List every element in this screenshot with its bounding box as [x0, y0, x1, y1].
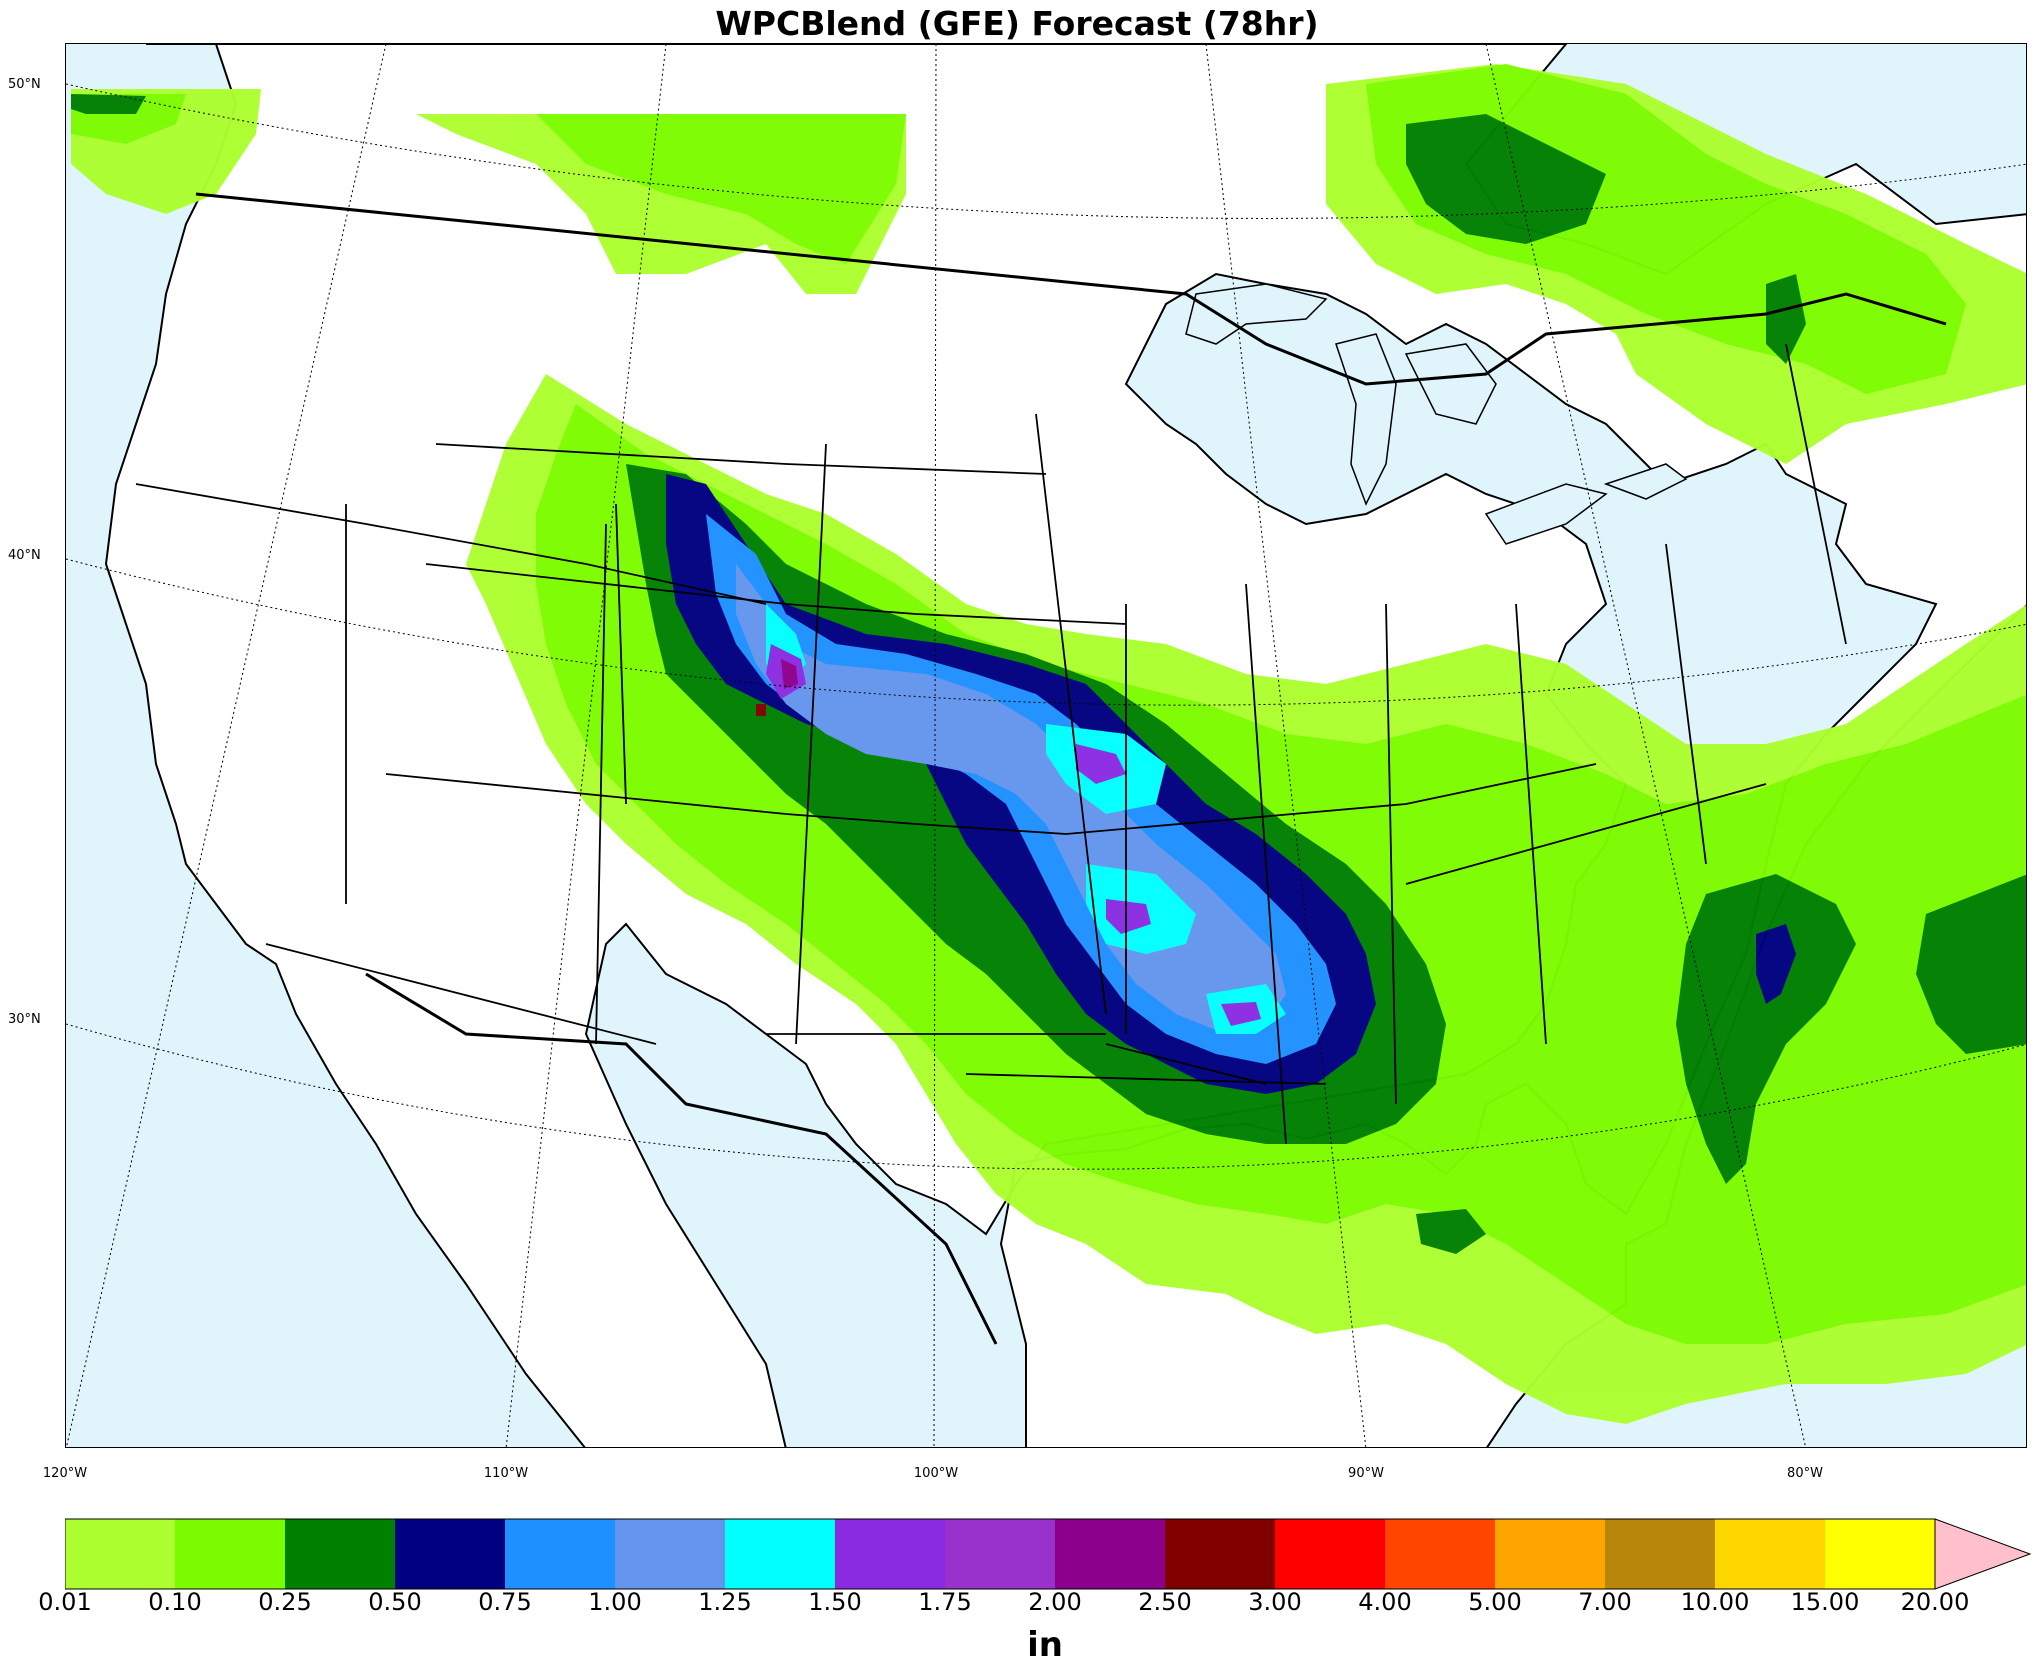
- colorbar-tick-label: 4.00: [1358, 1588, 1412, 1616]
- lon-label-80w: 80°W: [1787, 1466, 1823, 1481]
- colorbar-tick-label: 0.01: [38, 1588, 92, 1616]
- colorbar-segment: [1385, 1519, 1495, 1589]
- colorbar-segment: [835, 1519, 945, 1589]
- colorbar-tick-label: 10.00: [1680, 1588, 1750, 1616]
- lon-label-120w: 120°W: [42, 1466, 88, 1481]
- precip-contours: [71, 64, 2026, 1424]
- colorbar-segment: [1055, 1519, 1165, 1589]
- colorbar-extend-arrow: [1934, 1518, 2032, 1590]
- lat-label-50n: 50°N: [8, 77, 41, 92]
- map-canvas: [66, 44, 2026, 1447]
- colorbar-tick-label: 3.00: [1248, 1588, 1302, 1616]
- colorbar-tick-label: 1.25: [698, 1588, 752, 1616]
- colorbar-outline: [65, 1518, 1936, 1590]
- colorbar-tick-label: 5.00: [1468, 1588, 1522, 1616]
- precipitation-map: [65, 43, 2027, 1448]
- lat-label-30n: 30°N: [8, 1012, 41, 1027]
- lat-label-40n: 40°N: [8, 548, 41, 563]
- colorbar-segment: [285, 1519, 395, 1589]
- colorbar-tick-label: 0.50: [368, 1588, 422, 1616]
- colorbar-segment: [505, 1519, 615, 1589]
- colorbar-tick-label: 15.00: [1790, 1588, 1860, 1616]
- colorbar-tick-label: 0.10: [148, 1588, 202, 1616]
- colorbar-tick-label: 2.00: [1028, 1588, 1082, 1616]
- colorbar-segment: [945, 1519, 1055, 1589]
- state-borders: [135, 193, 1847, 1145]
- colorbar-segment: [395, 1519, 505, 1589]
- colorbar-segment: [1715, 1519, 1825, 1589]
- colorbar-segment: [175, 1519, 285, 1589]
- colorbar-segment: [1165, 1519, 1275, 1589]
- colorbar-segment: [1825, 1519, 1935, 1589]
- lon-label-90w: 90°W: [1348, 1466, 1384, 1481]
- colorbar-segment: [615, 1519, 725, 1589]
- graticule: [66, 44, 2026, 1447]
- colorbar-tick-label: 0.25: [258, 1588, 312, 1616]
- colorbar-units: in: [1027, 1625, 1063, 1665]
- colorbar-segment: [65, 1519, 175, 1589]
- colorbar: [65, 1518, 2032, 1590]
- colorbar-tick-label: 1.00: [588, 1588, 642, 1616]
- colorbar-segment: [1605, 1519, 1715, 1589]
- colorbar-tick-label: 20.00: [1900, 1588, 1970, 1616]
- lon-label-110w: 110°W: [483, 1466, 529, 1481]
- colorbar-tick-label: 1.50: [808, 1588, 862, 1616]
- colorbar-tick-label: 2.50: [1138, 1588, 1192, 1616]
- country-border: [195, 192, 1947, 1345]
- map-title: WPCBlend (GFE) Forecast (78hr): [715, 4, 1319, 43]
- colorbar-segment: [725, 1519, 835, 1589]
- colorbar-tick-label: 0.75: [478, 1588, 532, 1616]
- colorbar-segment: [1275, 1519, 1385, 1589]
- colorbar-tick-label: 7.00: [1578, 1588, 1632, 1616]
- colorbar-tick-label: 1.75: [918, 1588, 972, 1616]
- great-lakes: [1185, 283, 1688, 545]
- colorbar-segment: [1495, 1519, 1605, 1589]
- lon-label-100w: 100°W: [913, 1466, 959, 1481]
